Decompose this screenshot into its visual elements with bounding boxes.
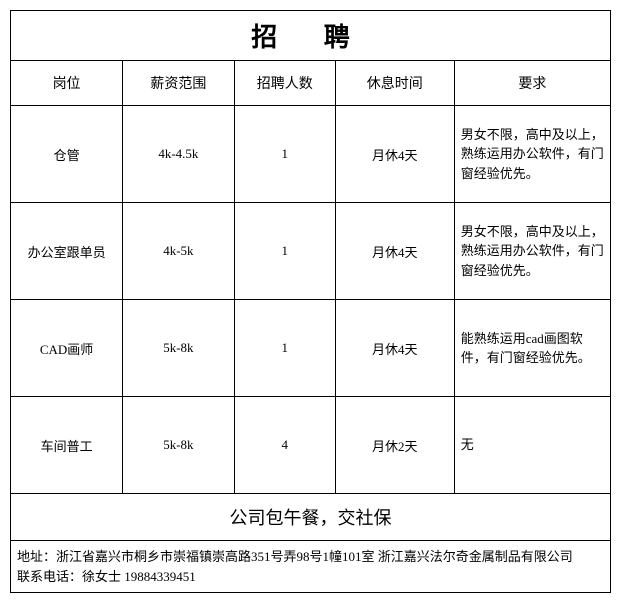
col-header-position: 岗位 xyxy=(11,61,123,106)
cell-count: 4 xyxy=(234,397,335,494)
col-header-requirement: 要求 xyxy=(454,61,610,106)
table-row: 车间普工 5k-8k 4 月休2天 无 xyxy=(11,397,611,494)
address-label: 地址： xyxy=(17,549,56,564)
benefit-text: 公司包午餐，交社保 xyxy=(11,494,611,541)
cell-rest: 月休4天 xyxy=(335,300,454,397)
title-row: 招 聘 xyxy=(11,11,611,61)
contact-label: 联系电话： xyxy=(17,569,82,584)
col-header-salary: 薪资范围 xyxy=(123,61,235,106)
cell-requirement: 男女不限，高中及以上，熟练运用办公软件，有门窗经验优先。 xyxy=(454,203,610,300)
benefit-row: 公司包午餐，交社保 xyxy=(11,494,611,541)
cell-salary: 5k-8k xyxy=(123,397,235,494)
table-row: CAD画师 5k-8k 1 月休4天 能熟练运用cad画图软件，有门窗经验优先。 xyxy=(11,300,611,397)
cell-position: CAD画师 xyxy=(11,300,123,397)
cell-requirement: 男女不限，高中及以上，熟练运用办公软件，有门窗经验优先。 xyxy=(454,106,610,203)
cell-count: 1 xyxy=(234,300,335,397)
header-row: 岗位 薪资范围 招聘人数 休息时间 要求 xyxy=(11,61,611,106)
col-header-rest: 休息时间 xyxy=(335,61,454,106)
cell-salary: 4k-5k xyxy=(123,203,235,300)
cell-rest: 月休4天 xyxy=(335,106,454,203)
recruitment-table: 招 聘 岗位 薪资范围 招聘人数 休息时间 要求 仓管 4k-4.5k 1 月休… xyxy=(10,10,611,593)
page-title: 招 聘 xyxy=(11,11,611,61)
cell-count: 1 xyxy=(234,106,335,203)
footer-cell: 地址：浙江省嘉兴市桐乡市崇福镇崇高路351号弄98号1幢101室 浙江嘉兴法尔奇… xyxy=(11,541,611,593)
cell-salary: 4k-4.5k xyxy=(123,106,235,203)
cell-salary: 5k-8k xyxy=(123,300,235,397)
cell-requirement: 无 xyxy=(454,397,610,494)
table-row: 办公室跟单员 4k-5k 1 月休4天 男女不限，高中及以上，熟练运用办公软件，… xyxy=(11,203,611,300)
cell-requirement: 能熟练运用cad画图软件，有门窗经验优先。 xyxy=(454,300,610,397)
cell-count: 1 xyxy=(234,203,335,300)
cell-rest: 月休4天 xyxy=(335,203,454,300)
contact-text: 徐女士 19884339451 xyxy=(82,569,196,584)
table-row: 仓管 4k-4.5k 1 月休4天 男女不限，高中及以上，熟练运用办公软件，有门… xyxy=(11,106,611,203)
cell-position: 办公室跟单员 xyxy=(11,203,123,300)
cell-rest: 月休2天 xyxy=(335,397,454,494)
cell-position: 车间普工 xyxy=(11,397,123,494)
address-text: 浙江省嘉兴市桐乡市崇福镇崇高路351号弄98号1幢101室 浙江嘉兴法尔奇金属制… xyxy=(56,549,573,564)
cell-position: 仓管 xyxy=(11,106,123,203)
footer-row: 地址：浙江省嘉兴市桐乡市崇福镇崇高路351号弄98号1幢101室 浙江嘉兴法尔奇… xyxy=(11,541,611,593)
col-header-count: 招聘人数 xyxy=(234,61,335,106)
